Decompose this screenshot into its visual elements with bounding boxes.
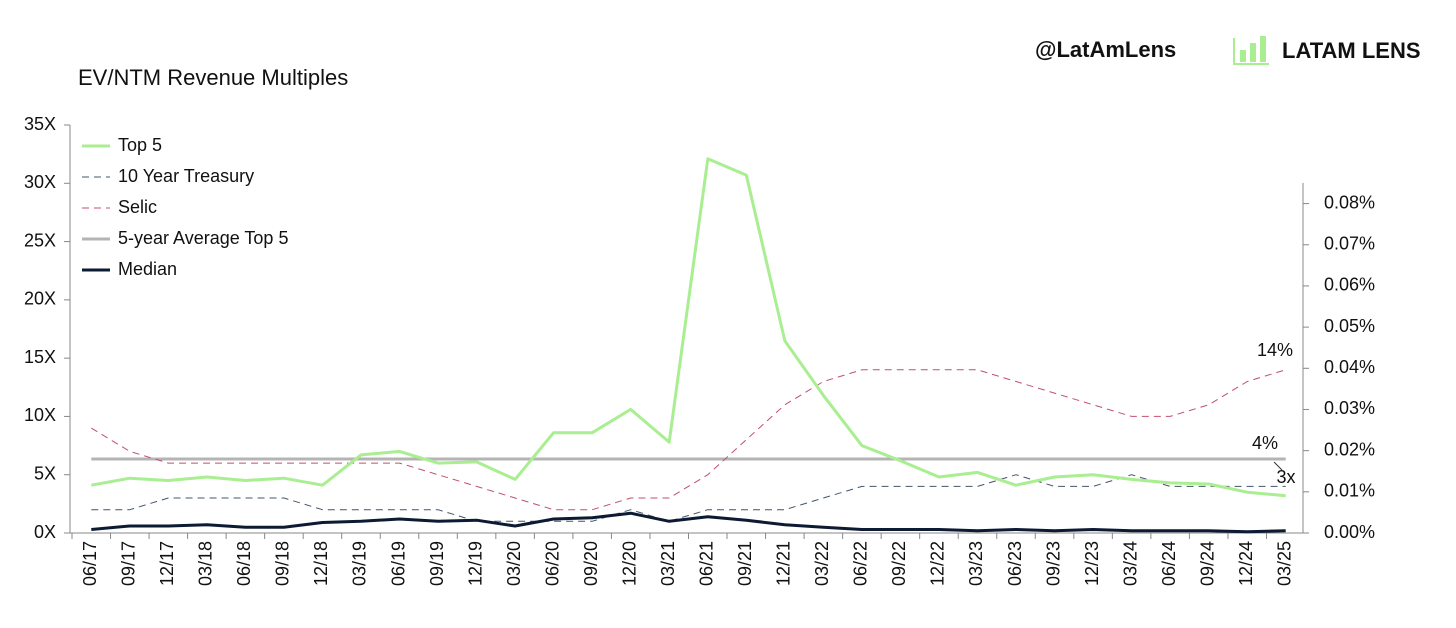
- x-tick-label: 06/22: [851, 541, 871, 586]
- legend-label: Top 5: [118, 135, 162, 155]
- y2-tick-label: 0.06%: [1324, 275, 1375, 295]
- x-tick-label: 06/17: [80, 541, 100, 586]
- x-tick-label: 06/18: [234, 541, 254, 586]
- x-tick-label: 03/20: [504, 541, 524, 586]
- legend-label: 5-year Average Top 5: [118, 228, 288, 248]
- x-tick-label: 03/21: [658, 541, 678, 586]
- x-tick-label: 09/19: [427, 541, 447, 586]
- leader-line: [1273, 461, 1283, 471]
- chart-title: EV/NTM Revenue Multiples: [78, 65, 348, 90]
- y2-tick-label: 0.02%: [1324, 439, 1375, 459]
- x-tick-label: 09/18: [273, 541, 293, 586]
- x-tick-label: 12/22: [928, 541, 948, 586]
- y-tick-label: 25X: [24, 230, 56, 250]
- y-tick-label: 0X: [34, 522, 56, 542]
- series-line: [91, 474, 1286, 522]
- x-tick-label: 03/24: [1120, 541, 1140, 586]
- x-tick-label: 12/24: [1236, 541, 1256, 586]
- brand-name: LATAM LENS: [1282, 38, 1421, 63]
- x-tick-label: 06/23: [1005, 541, 1025, 586]
- x-tick-label: 09/21: [735, 541, 755, 586]
- annotation: 4%: [1252, 433, 1278, 453]
- y-tick-label: 35X: [24, 114, 56, 134]
- series-line: [91, 511, 1286, 534]
- x-tick-label: 06/20: [542, 541, 562, 586]
- x-tick-label: 03/25: [1274, 541, 1294, 586]
- y2-tick-label: 0.05%: [1324, 316, 1375, 336]
- legend-label: 10 Year Treasury: [118, 166, 254, 186]
- y2-tick-label: 0.00%: [1324, 522, 1375, 542]
- logo-icon: [1233, 36, 1269, 65]
- x-tick-label: 06/21: [697, 541, 717, 586]
- x-tick-label: 12/19: [465, 541, 485, 586]
- annotation: 3x: [1276, 467, 1295, 487]
- y-tick-label: 10X: [24, 405, 56, 425]
- x-tick-label: 12/21: [774, 541, 794, 586]
- x-tick-label: 09/20: [581, 541, 601, 586]
- series-line: [91, 157, 1286, 498]
- y2-tick-label: 0.08%: [1324, 192, 1375, 212]
- x-tick-label: 03/18: [196, 541, 216, 586]
- x-tick-label: 06/19: [388, 541, 408, 586]
- y-tick-label: 15X: [24, 347, 56, 367]
- y2-tick-label: 0.04%: [1324, 357, 1375, 377]
- x-tick-label: 03/22: [812, 541, 832, 586]
- y-tick-label: 5X: [34, 463, 56, 483]
- series-line: [91, 369, 1286, 511]
- x-tick-label: 09/17: [119, 541, 139, 586]
- y2-tick-label: 0.03%: [1324, 398, 1375, 418]
- handle: @LatAmLens: [1035, 37, 1176, 62]
- x-tick-label: 03/19: [350, 541, 370, 586]
- x-tick-label: 09/22: [889, 541, 909, 586]
- x-tick-label: 12/23: [1082, 541, 1102, 586]
- x-tick-label: 09/24: [1197, 541, 1217, 586]
- legend-label: Selic: [118, 197, 157, 217]
- x-tick-label: 06/24: [1159, 541, 1179, 586]
- legend-label: Median: [118, 259, 177, 279]
- annotation: 14%: [1257, 340, 1293, 360]
- y-tick-label: 20X: [24, 289, 56, 309]
- x-tick-label: 03/23: [966, 541, 986, 586]
- y2-tick-label: 0.07%: [1324, 234, 1375, 254]
- y-tick-label: 30X: [24, 172, 56, 192]
- x-tick-label: 12/17: [157, 541, 177, 586]
- x-tick-label: 12/18: [311, 541, 331, 586]
- y2-tick-label: 0.01%: [1324, 481, 1375, 501]
- x-tick-label: 09/23: [1043, 541, 1063, 586]
- x-tick-label: 12/20: [619, 541, 639, 586]
